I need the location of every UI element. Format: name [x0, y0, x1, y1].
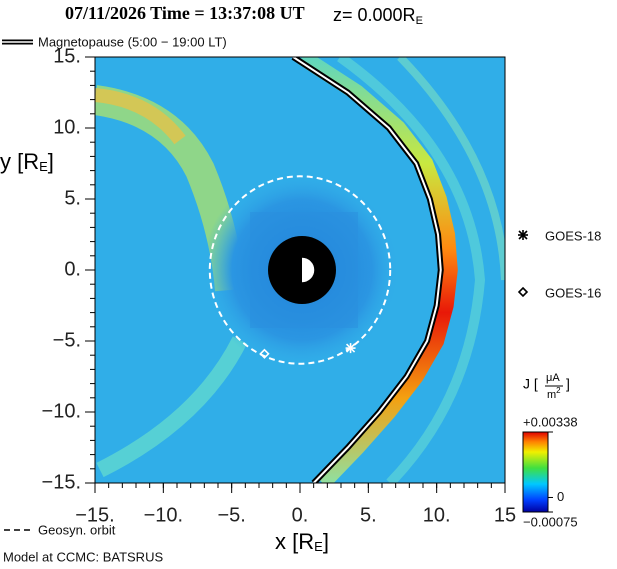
earth-night — [289, 257, 302, 283]
title: 07/11/2026 Time = 13:37:08 UT z= 0.000RE — [65, 3, 423, 27]
y-axis-label: y [RE] — [0, 149, 54, 175]
y-tick-label: 10. — [53, 116, 81, 138]
colorbar-tick-label: +0.00338 — [523, 414, 578, 429]
x-tick-label: 15 — [494, 504, 516, 526]
plot — [208, 57, 458, 483]
field-feature — [95, 88, 186, 145]
y-axis-label-sub: E — [39, 159, 48, 174]
y-tick-label: 5. — [64, 187, 81, 209]
y-tick-label: 0. — [64, 258, 81, 280]
x-tick-label: 5. — [360, 504, 377, 526]
x-tick-label: −15. — [75, 504, 114, 526]
colorbar-unit-num: μA — [546, 372, 560, 384]
y-axis-label-text: y [R — [0, 149, 39, 174]
magnetopause — [292, 57, 442, 483]
geosyn-orbit — [208, 175, 392, 365]
x-tick-label: 0. — [292, 504, 309, 526]
subtitle-sub: E — [416, 15, 423, 27]
subtitle: z= 0.000RE — [333, 5, 423, 27]
y-tick-label: −15. — [42, 471, 81, 493]
y-tick-label: −10. — [42, 400, 81, 422]
field-feature — [397, 57, 505, 281]
satellite-marker — [259, 348, 270, 359]
y-tick-label: 15. — [53, 45, 81, 67]
legend-label: GOES-18 — [545, 228, 601, 243]
y-tick-label: −5. — [53, 329, 81, 351]
colorbar-den: m — [547, 389, 556, 401]
chart-title: 07/11/2026 Time = 13:37:08 UT — [65, 3, 305, 23]
field-feature — [337, 57, 486, 483]
x-tick-label: −5. — [217, 504, 245, 526]
x-axis-label-sub: E — [314, 539, 323, 554]
colorbar-tick-label: 0 — [557, 489, 564, 504]
colorbar-sup: 2 — [556, 386, 561, 395]
legend-label: Magnetopause (5:00 − 19:00 LT) — [38, 34, 227, 49]
satellite-marker — [518, 230, 528, 240]
satellite-marker — [517, 286, 529, 298]
colorbar-tick-label: −0.00075 — [523, 514, 578, 529]
colorbar-unit-den: m2 — [547, 386, 561, 401]
footer: Model at CCMC: BATSRUS — [3, 549, 163, 564]
legend-label: GOES-16 — [545, 285, 601, 300]
x-tick-label: −10. — [144, 504, 183, 526]
x-axis-label-text: x [R — [275, 529, 314, 554]
marker-stroke — [518, 230, 528, 240]
x-tick-label: 10. — [423, 504, 451, 526]
colorbar — [522, 431, 549, 513]
x-axis-label-end: ] — [323, 529, 329, 554]
marker-stroke — [346, 343, 356, 353]
x-axis-label: x [RE] — [275, 529, 329, 555]
current-band — [297, 57, 458, 483]
satellite-marker — [345, 343, 356, 354]
colorbar-label-end: ] — [566, 376, 570, 392]
subtitle-text: z= 0.000R — [333, 5, 416, 25]
legend-label: Geosyn. orbit — [38, 522, 116, 537]
colorbar-label: J [ — [523, 376, 538, 392]
field-feature — [96, 336, 248, 478]
y-axis-label-end: ] — [48, 149, 54, 174]
